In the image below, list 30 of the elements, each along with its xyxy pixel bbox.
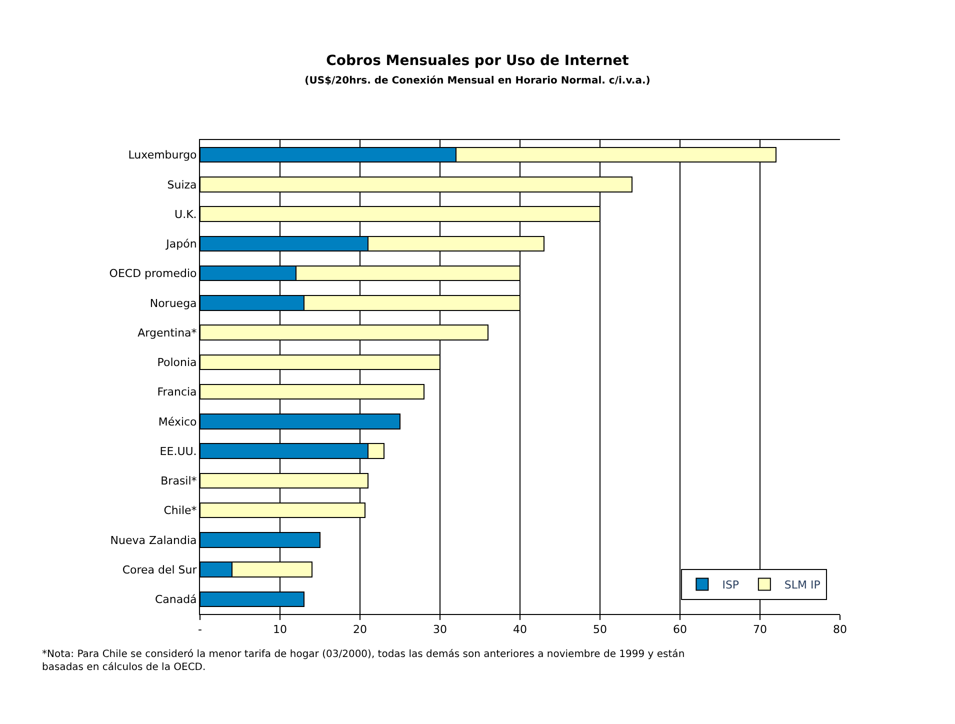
y-tick-label: Noruega: [150, 296, 197, 310]
y-tick-label: Polonia: [157, 356, 197, 370]
y-tick-label: Argentina*: [138, 326, 198, 340]
x-tick-label: 50: [593, 623, 607, 636]
x-tick-label: 20: [353, 623, 367, 636]
y-tick-label: México: [158, 415, 198, 428]
y-tick-label: Japón: [165, 238, 197, 251]
chart-title: Cobros Mensuales por Uso de Internet: [326, 53, 630, 70]
legend-label: ISP: [722, 578, 740, 592]
x-tick-label: 80: [833, 623, 847, 636]
legend-label: SLM IP: [784, 578, 821, 592]
y-tick-label: Nueva Zalandia: [110, 534, 197, 547]
y-tick-label: Francia: [157, 386, 197, 399]
y-tick-label: Corea del Sur: [122, 563, 198, 576]
text: *Nota: Para Chile se consideró la menor tarifa de hogar (03/2000), todas las demás son anteriores a noviembre de 1999 y están basadas en cálculos de la OECD.: [42, 649, 685, 673]
x-tick-label: 70: [753, 623, 767, 636]
x-tick-label: 30: [433, 623, 447, 636]
x-tick-label: 10: [273, 623, 287, 636]
y-tick-label: EE.UU.: [160, 444, 197, 458]
x-tick-label: 60: [673, 623, 687, 636]
y-tick-label: Brasil*: [160, 474, 198, 488]
y-tick-label: Canadá: [154, 593, 197, 606]
chart-subtitle: (US$/20hrs. de Conexión Mensual en Horario Normal. c/i.v.a.): [304, 75, 650, 86]
y-tick-label: Luxemburgo: [128, 148, 198, 162]
y-tick-label: Chile*: [164, 504, 198, 518]
y-tick-label: OECD promedio: [109, 267, 198, 280]
y-tick-label: U.K.: [174, 208, 197, 221]
y-tick-label: Suiza: [167, 178, 197, 192]
x-tick-label: -: [198, 623, 202, 636]
x-tick-label: 40: [513, 623, 527, 636]
